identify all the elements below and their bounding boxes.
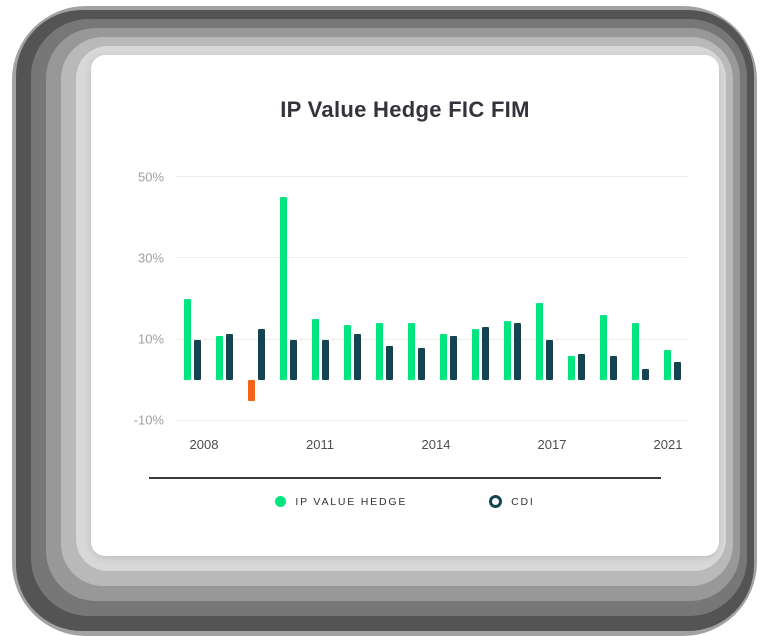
bar-group-2010 [312, 169, 329, 429]
bar-group-2021 [664, 169, 681, 429]
x-tick-label-2008: 2008 [189, 437, 219, 452]
x-tick-label-2014: 2014 [421, 437, 451, 452]
bar-cdi-2020 [642, 368, 649, 381]
bar-ip-value-hedge-2018 [568, 355, 575, 381]
bar-cdi-2010 [322, 340, 329, 381]
legend-donut-icon [489, 495, 503, 508]
bar-group-2019 [600, 169, 617, 429]
chart-title: IP Value Hedge FIC FIM [280, 97, 530, 122]
bar-ip-value-hedge-2006 [184, 299, 191, 381]
frame-ring-3: IP Value Hedge FIC FIM 50% 30% 10% -10% 200… [46, 28, 740, 601]
gridline: 30% [138, 250, 689, 265]
y-tick-label: 50% [137, 169, 164, 185]
chart-legend: IP VALUE HEDGE CDI [121, 495, 689, 508]
bar-ip-value-hedge-2012 [376, 323, 383, 381]
gridline: 50% [138, 169, 689, 184]
bar-group-2016 [504, 169, 521, 429]
bar-cdi-2019 [610, 355, 617, 381]
frame-ring-1: IP Value Hedge FIC FIM 50% 30% 10% -10% 200… [16, 10, 754, 631]
x-axis-labels: 2008 2011 2014 2017 2021 [121, 437, 689, 455]
y-tick-label: 10% [137, 331, 164, 347]
bar-ip-value-hedge-2013 [408, 323, 415, 381]
legend-item-cdi: CDI [489, 495, 534, 508]
bar-ip-value-hedge-2015 [472, 329, 479, 381]
bar-cdi-2008 [258, 329, 265, 381]
legend-dot-icon [275, 496, 287, 507]
bar-ip-value-hedge-2020 [632, 323, 639, 381]
x-tick-label-2011: 2011 [306, 437, 334, 452]
legend-divider [149, 477, 661, 479]
bar-group-2015 [472, 169, 489, 429]
chart-area: 50% 30% 10% -10% [121, 169, 689, 429]
bar-group-2008 [248, 169, 265, 429]
bar-group-2007 [216, 169, 233, 429]
bar-group-2014 [440, 169, 457, 429]
bar-cdi-2006 [194, 339, 201, 381]
gridline: 10% [138, 332, 689, 347]
bar-ip-value-hedge-2011 [344, 325, 351, 381]
bar-cdi-2014 [450, 335, 457, 381]
legend-item-ip-value-hedge: IP VALUE HEDGE [275, 496, 407, 508]
frame-ring-5: IP Value Hedge FIC FIM 50% 30% 10% -10% 200… [76, 46, 726, 571]
bar-cdi-2013 [418, 347, 425, 381]
gridline: -10% [134, 413, 689, 428]
bar-cdi-2017 [546, 339, 553, 381]
bar-group-2011 [344, 169, 361, 429]
frame-ring-outer: IP Value Hedge FIC FIM 50% 30% 10% -10% 200… [12, 6, 757, 636]
bar-cdi-2016 [514, 323, 521, 381]
bar-group-2009 [280, 169, 297, 429]
bar-ip-value-hedge-2016 [504, 321, 511, 381]
frame-ring-2: IP Value Hedge FIC FIM 50% 30% 10% -10% 200… [31, 19, 747, 616]
y-tick-label: 30% [137, 250, 164, 266]
bar-ip-value-hedge-2008 [248, 380, 255, 401]
bar-ip-value-hedge-2019 [600, 315, 607, 381]
bar-ip-value-hedge-2017 [536, 303, 543, 381]
bar-cdi-2009 [290, 339, 297, 381]
bars-container [184, 169, 681, 429]
bar-group-2020 [632, 169, 649, 429]
x-tick-label-2017: 2017 [537, 437, 567, 452]
plot-area: 50% 30% 10% -10% [134, 169, 689, 429]
frame-ring-4: IP Value Hedge FIC FIM 50% 30% 10% -10% 200… [61, 37, 733, 586]
bar-ip-value-hedge-2021 [664, 349, 671, 381]
legend-label: IP VALUE HEDGE [295, 495, 408, 508]
bar-cdi-2021 [674, 362, 681, 381]
bar-cdi-2007 [226, 333, 233, 381]
bar-ip-value-hedge-2007 [216, 335, 223, 381]
bar-group-2006 [184, 169, 201, 429]
legend-label: CDI [511, 495, 535, 508]
bar-group-2012 [376, 169, 393, 429]
bar-ip-value-hedge-2014 [440, 333, 447, 381]
bar-cdi-2015 [482, 327, 489, 381]
bar-cdi-2018 [578, 353, 585, 381]
bar-cdi-2012 [386, 345, 393, 381]
bar-cdi-2011 [354, 333, 361, 381]
bar-group-2013 [408, 169, 425, 429]
y-tick-label: -10% [133, 412, 164, 428]
bar-group-2017 [536, 169, 553, 429]
bar-ip-value-hedge-2009 [280, 197, 287, 381]
chart-card: IP Value Hedge FIC FIM 50% 30% 10% -10% 200… [91, 55, 719, 556]
bar-ip-value-hedge-2010 [312, 319, 319, 381]
x-tick-label-2021: 2021 [653, 437, 683, 452]
bar-group-2018 [568, 169, 585, 429]
